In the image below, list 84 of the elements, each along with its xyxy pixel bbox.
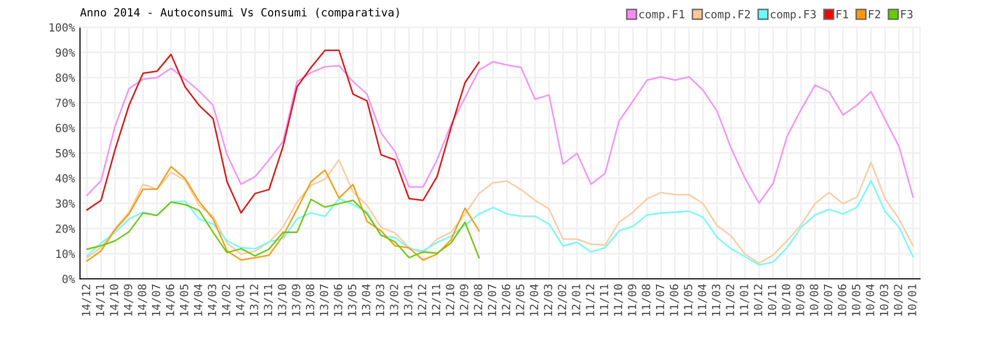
x-tick-label: 10/09 [796,284,806,316]
x-tick-label: 13/02 [390,284,400,316]
legend-label: F1 [836,10,848,18]
x-tick-label: 10/06 [838,284,848,316]
x-tick-label: 11/11 [600,284,610,316]
y-tick-label: 40% [56,174,75,183]
x-tick-label: 10/07 [824,284,834,316]
x-tick-label: 11/12 [586,284,596,316]
x-tick-label: 14/12 [82,284,92,316]
x-tick-label: 11/09 [628,284,638,316]
x-tick-label: 11/04 [698,284,708,316]
x-tick-label: 12/08 [474,284,484,316]
x-tick-label: 14/04 [194,284,204,316]
legend-label: comp.F1 [639,10,684,21]
y-tick-label: 10% [56,250,75,258]
y-tick-label: 60% [56,124,75,132]
x-tick-label: 11/01 [740,284,750,316]
x-tick-label: 14/03 [208,284,218,316]
x-tick-label: 14/01 [236,284,246,316]
legend-label: comp.F3 [770,10,816,21]
y-tick-label: 70% [56,98,75,108]
x-tick-label: 13/07 [320,284,330,316]
x-tick-label: 10/10 [782,284,792,316]
x-tick-label: 13/01 [404,284,414,316]
x-tick-label: 13/05 [348,284,358,316]
chart-title: Anno 2014 - Autoconsumi Vs Consumi (comparativa) [80,8,399,19]
x-tick-label: 13/06 [334,284,344,316]
line-series [86,166,480,262]
x-tick-label: 10/11 [768,284,778,316]
x-tick-label: 12/12 [418,284,428,316]
x-tick-label: 13/11 [264,284,274,316]
x-tick-label: 13/03 [376,284,386,316]
line-series [86,180,914,266]
x-tick-label: 13/10 [278,284,288,316]
legend-label: F3 [901,10,912,18]
x-tick-label: 10/12 [754,284,764,316]
line-series [86,198,480,258]
x-tick-label: 13/04 [362,284,372,316]
x-tick-label: 10/04 [866,284,876,316]
legend-label: comp.F2 [705,10,750,21]
x-tick-label: 12/06 [502,284,512,316]
legend-label: F2 [868,10,880,18]
x-tick-label: 14/10 [110,284,120,316]
x-tick-label: 12/07 [488,284,498,316]
x-tick-label: 14/02 [222,284,232,316]
x-tick-label: 10/05 [852,284,862,316]
x-tick-label: 14/06 [166,284,176,316]
x-tick-label: 14/11 [96,284,106,316]
x-tick-label: 14/07 [152,284,162,316]
x-tick-label: 14/05 [180,284,190,316]
x-tick-label: 12/10 [446,284,456,316]
x-tick-label: 12/02 [558,284,568,316]
x-tick-label: 12/05 [516,284,526,316]
y-tick-label: 100% [50,23,75,32]
x-tick-label: 14/09 [124,284,134,316]
x-tick-label: 13/12 [250,284,260,316]
x-tick-label: 12/11 [432,284,442,316]
y-tick-label: 30% [56,199,75,208]
y-tick-label: 80% [56,74,75,82]
x-tick-label: 14/08 [138,284,148,316]
x-tick-label: 12/04 [530,284,540,316]
line-series [86,50,480,214]
x-tick-label: 11/10 [614,284,624,316]
x-tick-label: 12/01 [572,284,582,316]
x-tick-label: 12/03 [544,284,554,316]
line-series [86,159,914,264]
x-tick-label: 13/08 [306,284,316,316]
x-tick-label: 10/01 [908,284,918,316]
x-tick-label: 11/08 [642,284,652,316]
x-tick-label: 11/02 [726,284,736,316]
y-tick-label: 50% [56,149,75,158]
x-tick-label: 11/03 [712,284,722,316]
line-series [86,60,914,204]
x-tick-label: 10/08 [810,284,820,316]
x-tick-label: 10/03 [880,284,890,316]
y-tick-label: 90% [56,48,75,57]
x-tick-label: 12/09 [460,284,470,316]
y-tick-label: 20% [56,224,75,233]
x-tick-label: 10/02 [894,284,904,316]
x-tick-label: 11/05 [684,284,694,316]
x-tick-label: 13/09 [292,284,302,316]
x-tick-label: 11/06 [670,284,680,316]
y-tick-label: 0% [62,274,75,284]
x-tick-label: 11/07 [656,284,666,316]
